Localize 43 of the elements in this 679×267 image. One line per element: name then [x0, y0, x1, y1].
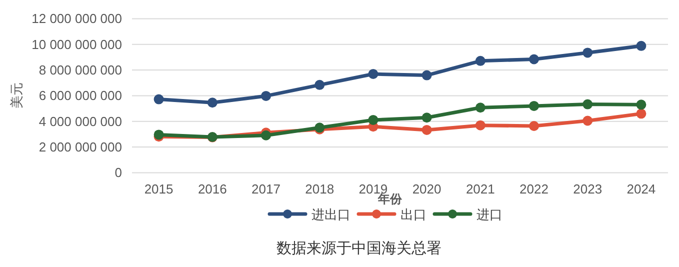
point [207, 98, 218, 108]
y-tick-label: 0 [114, 165, 122, 180]
x-tick-label: 2021 [466, 182, 495, 197]
point [636, 40, 646, 51]
point [422, 124, 432, 135]
legend-label: 出口 [400, 207, 426, 222]
point [422, 112, 432, 123]
point [422, 70, 432, 80]
point [529, 54, 539, 64]
y-tick-label: 4 000 000 000 [38, 114, 122, 129]
y-tick-label: 6 000 000 000 [38, 88, 122, 104]
point [475, 56, 486, 66]
y-tick-label: 2 000 000 000 [38, 140, 122, 155]
point [314, 80, 325, 90]
point [154, 94, 164, 104]
x-tick-label: 2018 [305, 182, 334, 197]
point [475, 120, 486, 130]
point [475, 102, 486, 113]
x-tick-label: 2017 [252, 182, 280, 197]
y-tick-label: 12 000 000 000 [32, 11, 122, 26]
point [368, 69, 378, 80]
point [582, 116, 593, 126]
point [636, 100, 646, 110]
y-tick-label: 8 000 000 000 [38, 62, 122, 78]
x-tick-label: 2020 [412, 182, 442, 197]
x-tick-label: 2022 [520, 182, 548, 197]
point [582, 99, 593, 110]
y-axis-title: 美元 [9, 82, 24, 109]
x-tick-label: 2024 [626, 182, 656, 197]
x-tick-label: 2023 [573, 182, 602, 197]
point [368, 114, 378, 125]
point [261, 90, 271, 101]
point [529, 120, 539, 131]
y-tick-label: 10 000 000 000 [32, 36, 122, 52]
x-tick-label: 2015 [144, 182, 174, 197]
x-tick-label: 2016 [198, 182, 227, 197]
point [529, 100, 539, 111]
point [261, 130, 271, 140]
legend-label: 进出口 [312, 207, 350, 222]
point [582, 48, 593, 58]
text: 数据来源于中国海关总署 [276, 240, 442, 257]
point [636, 108, 646, 119]
legend-label: 进口 [476, 207, 502, 222]
